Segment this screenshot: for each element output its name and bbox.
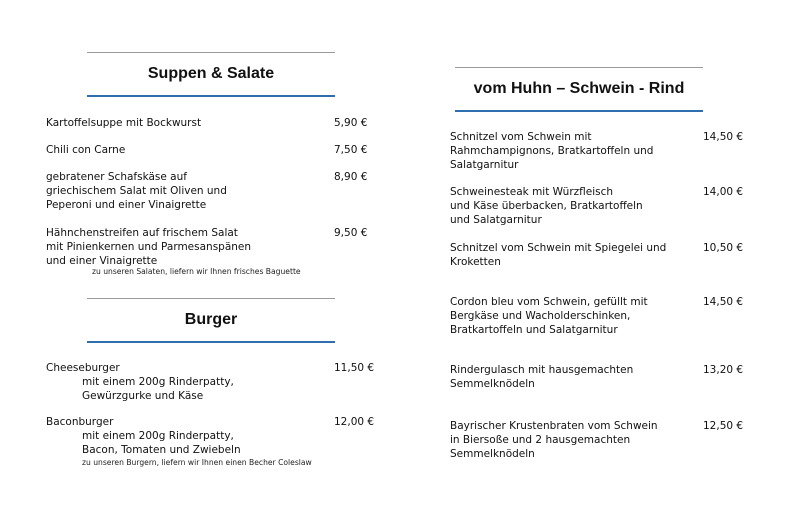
menu-item-price: 14,50 € — [703, 296, 744, 308]
menu-item-name: Bayrischer Krustenbraten vom Schwein in B… — [450, 419, 658, 461]
menu-item-price: 10,50 € — [703, 242, 744, 254]
menu-item-name: Cordon bleu vom Schwein, gefüllt mit Berg… — [450, 295, 648, 337]
item-title-line: Schnitzel vom Schwein mit Spiegelei und — [450, 242, 667, 254]
item-description-line: Salatgarnitur — [450, 159, 519, 171]
item-description-line: Semmelknödeln — [450, 448, 535, 460]
section-top-rule — [87, 52, 335, 53]
item-description-line: Kroketten — [450, 256, 501, 268]
item-description-line: in Biersoße und 2 hausgemachten — [450, 434, 631, 446]
section-title: Burger — [184, 311, 238, 328]
menu-item-price: 8,90 € — [334, 171, 368, 183]
menu-item-price: 11,50 € — [334, 362, 375, 374]
item-title-line: Schweinesteak mit Würzfleisch — [450, 186, 614, 198]
item-description-line: mit einem 200g Rinderpatty, — [82, 430, 234, 442]
item-description-line: Gewürzgurke und Käse — [82, 390, 204, 402]
section-note: zu unseren Salaten, liefern wir Ihnen fr… — [92, 267, 301, 276]
item-description-line: Bratkartoffeln und Salatgarnitur — [450, 324, 618, 336]
item-title-line: Chili con Carne — [46, 144, 126, 156]
section-note: zu unseren Burgern, liefern wir Ihnen ei… — [82, 458, 312, 467]
item-title-line: Schnitzel vom Schwein mit — [450, 131, 592, 143]
section-top-rule — [455, 67, 703, 68]
menu-item-price: 9,50 € — [334, 227, 368, 239]
item-description-line: und einer Vinaigrette — [46, 255, 158, 267]
section-bottom-rule — [87, 341, 335, 343]
item-title-line: Hähnchenstreifen auf frischem Salat — [46, 227, 238, 239]
section-bottom-rule — [87, 95, 335, 97]
section-title: vom Huhn – Schwein - Rind — [473, 80, 685, 97]
menu-item-name: Baconburger mit einem 200g Rinderpatty, Ba… — [46, 415, 241, 457]
menu-item-price: 12,00 € — [334, 416, 375, 428]
item-title-line: Baconburger — [46, 416, 114, 428]
menu-item-price: 14,00 € — [703, 186, 744, 198]
item-description-line: mit einem 200g Rinderpatty, — [82, 376, 234, 388]
item-description-line: Peperoni und einer Vinaigrette — [46, 199, 207, 211]
section-bottom-rule — [455, 110, 703, 112]
menu-item-name: Schweinesteak mit Würzfleisch und Käse üb… — [450, 185, 643, 227]
item-description-line: und Salatgarnitur — [450, 214, 542, 226]
menu-item-name: Kartoffelsuppe mit Bockwurst — [46, 116, 201, 130]
menu-item-name: gebratener Schafskäse auf griechischem Sa… — [46, 170, 227, 212]
section-top-rule — [87, 298, 335, 299]
menu-item-price: 13,20 € — [703, 364, 744, 376]
item-description-line: Rahmchampignons, Bratkartoffeln und — [450, 145, 654, 157]
item-description-line: und Käse überbacken, Bratkartoffeln — [450, 200, 643, 212]
item-description-line: mit Pinienkernen und Parmesanspänen — [46, 241, 252, 253]
menu-item-name: Chili con Carne — [46, 143, 125, 157]
item-title-line: Cheeseburger — [46, 362, 120, 374]
item-description-line: Bergkäse und Wacholderschinken, — [450, 310, 631, 322]
item-title-line: Bayrischer Krustenbraten vom Schwein — [450, 420, 658, 432]
menu-item-name: Rindergulasch mit hausgemachten Semmelknö… — [450, 363, 633, 391]
item-title-line: gebratener Schafskäse auf — [46, 171, 187, 183]
item-description-line: Semmelknödeln — [450, 378, 535, 390]
menu-item-price: 12,50 € — [703, 420, 744, 432]
menu-item-price: 7,50 € — [334, 144, 368, 156]
item-description-line: Bacon, Tomaten und Zwiebeln — [82, 444, 241, 456]
menu-item-name: Schnitzel vom Schwein mit Spiegelei und K… — [450, 241, 666, 269]
item-description-line: griechischem Salat mit Oliven und — [46, 185, 227, 197]
item-title-line: Kartoffelsuppe mit Bockwurst — [46, 117, 202, 129]
menu-item-name: Cheeseburger mit einem 200g Rinderpatty, G… — [46, 361, 234, 403]
menu-item-name: Hähnchenstreifen auf frischem Salat mit P… — [46, 226, 251, 268]
item-title-line: Cordon bleu vom Schwein, gefüllt mit — [450, 296, 648, 308]
menu-item-price: 14,50 € — [703, 131, 744, 143]
item-title-line: Rindergulasch mit hausgemachten — [450, 364, 634, 376]
section-title: Suppen & Salate — [147, 65, 275, 82]
menu-item-name: Schnitzel vom Schwein mit Rahmchampignons… — [450, 130, 653, 172]
menu-item-price: 5,90 € — [334, 117, 368, 129]
